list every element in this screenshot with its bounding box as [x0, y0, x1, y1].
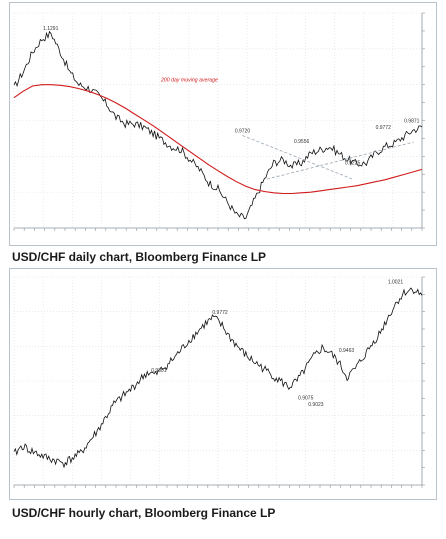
hourly-chart-panel: 0.9772 0.9301 0.9075 0.9463 0.9023 1.0021 [9, 268, 437, 500]
price-annotation: 0.9772 [212, 310, 228, 316]
daily-chart: 1.1291 200 day moving average 0.9720 0.9556… [13, 12, 425, 231]
daily-chart-caption: USD/CHF daily chart, Bloomberg Finance L… [12, 250, 267, 264]
price-annotation: 0.9301 [151, 368, 167, 374]
price-annotation: 1.0021 [388, 280, 404, 286]
price-annotation: 0.9225 [345, 161, 361, 167]
price-annotation: 0.9720 [235, 128, 251, 134]
price-annotation: 0.9871 [404, 119, 420, 125]
price-annotation: 0.9772 [376, 125, 392, 131]
daily-chart-panel: 1.1291 200 day moving average 0.9720 0.9556… [9, 2, 437, 246]
grid [13, 12, 423, 229]
price-annotation: 0.9023 [308, 402, 324, 408]
price-annotation: 1.1291 [43, 26, 59, 32]
price-series-line [13, 30, 423, 220]
price-series-line [13, 287, 423, 469]
price-annotation: 0.9075 [298, 395, 314, 401]
moving-average-line [13, 84, 423, 195]
trend-line [266, 141, 414, 180]
price-annotation: 0.9463 [339, 348, 355, 354]
hourly-chart-caption: USD/CHF hourly chart, Bloomberg Finance … [12, 506, 276, 520]
hourly-chart: 0.9772 0.9301 0.9075 0.9463 0.9023 1.0021 [13, 276, 425, 488]
price-annotation: 0.9556 [294, 139, 310, 145]
moving-average-label: 200 day moving average [160, 78, 218, 84]
